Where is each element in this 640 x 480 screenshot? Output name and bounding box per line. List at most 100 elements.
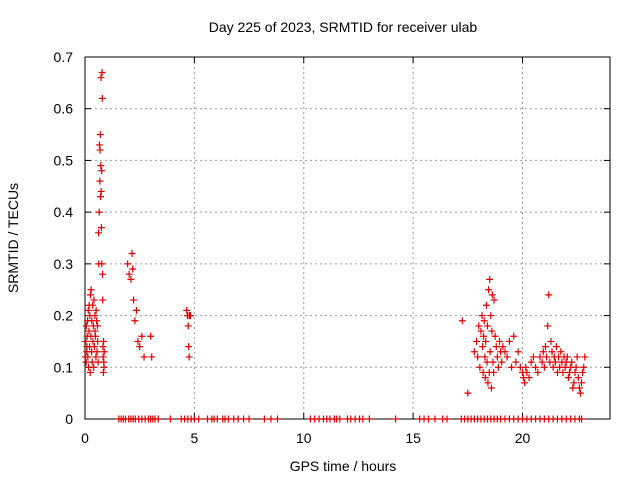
- data-point: [100, 363, 108, 371]
- data-point: [98, 167, 106, 175]
- data-point: [138, 332, 146, 340]
- data-point: [97, 224, 105, 232]
- data-point: [424, 415, 432, 423]
- data-point: [487, 312, 495, 320]
- data-point: [129, 265, 137, 273]
- data-point: [95, 208, 103, 216]
- data-point: [544, 322, 552, 330]
- data-point: [99, 270, 106, 278]
- data-point: [82, 358, 90, 366]
- x-tick-label: 0: [81, 430, 89, 446]
- data-point: [491, 332, 499, 340]
- y-tick-label: 0.2: [54, 308, 74, 324]
- data-point: [487, 384, 495, 392]
- data-point: [464, 389, 472, 397]
- x-tick-label: 15: [405, 430, 421, 446]
- data-point: [96, 131, 104, 139]
- x-tick-label: 20: [515, 430, 531, 446]
- data-point: [499, 343, 507, 351]
- data-point: [93, 317, 101, 325]
- data-point: [125, 270, 133, 278]
- data-point: [490, 296, 498, 304]
- data-point: [525, 374, 533, 382]
- data-point: [575, 384, 583, 392]
- data-point: [545, 291, 553, 299]
- data-point: [571, 368, 579, 376]
- data-point: [501, 348, 509, 356]
- data-point: [477, 327, 485, 335]
- data-point: [503, 353, 511, 361]
- data-point: [559, 368, 567, 376]
- y-tick-label: 0.6: [54, 101, 74, 117]
- data-point: [523, 368, 531, 376]
- data-point: [97, 74, 105, 82]
- data-point: [267, 415, 275, 423]
- data-point: [496, 337, 504, 345]
- data-point: [99, 368, 107, 376]
- data-point: [478, 312, 486, 320]
- data-point: [127, 275, 135, 283]
- y-tick-label: 0.4: [54, 204, 74, 220]
- data-point: [543, 353, 551, 361]
- data-point: [564, 374, 572, 382]
- data-point: [82, 337, 90, 345]
- data-point: [97, 162, 105, 170]
- data-point: [498, 358, 506, 366]
- data-point: [90, 363, 98, 371]
- data-point: [95, 229, 103, 237]
- chart-title: Day 225 of 2023, SRMTID for receiver ula…: [209, 19, 478, 35]
- data-point: [481, 374, 489, 382]
- data-point: [185, 353, 193, 361]
- data-point: [99, 343, 107, 351]
- data-point: [474, 353, 482, 361]
- data-point: [96, 177, 104, 185]
- data-point: [98, 260, 106, 268]
- data-point: [443, 415, 451, 423]
- y-tick-label: 0.5: [54, 152, 74, 168]
- data-point: [514, 348, 522, 356]
- data-point: [130, 296, 138, 304]
- data-point: [86, 291, 94, 299]
- data-point: [485, 286, 493, 294]
- data-point: [154, 415, 162, 423]
- data-point: [527, 358, 535, 366]
- data-point: [476, 363, 484, 371]
- y-tick-label: 0.1: [54, 359, 74, 375]
- data-point: [551, 358, 559, 366]
- data-point: [96, 146, 104, 154]
- data-point: [473, 337, 481, 345]
- data-point: [484, 379, 492, 387]
- data-point: [99, 353, 107, 361]
- data-point: [124, 260, 132, 268]
- data-point: [488, 291, 496, 299]
- data-point: [166, 415, 174, 423]
- data-point: [392, 415, 400, 423]
- data-point: [185, 343, 193, 351]
- data-point: [493, 353, 501, 361]
- data-point: [98, 94, 106, 102]
- data-point: [98, 69, 106, 77]
- data-point: [538, 358, 546, 366]
- data-point: [475, 322, 483, 330]
- y-axis-label: SRMTID / TECUs: [5, 183, 21, 293]
- data-point: [90, 296, 98, 304]
- data-point: [494, 363, 502, 371]
- data-point: [89, 301, 97, 309]
- data-point: [134, 337, 142, 345]
- data-point: [140, 353, 148, 361]
- data-point: [505, 337, 513, 345]
- data-point: [482, 301, 490, 309]
- data-point: [578, 415, 586, 423]
- data-point: [579, 368, 587, 376]
- data-point: [480, 332, 488, 340]
- data-point: [183, 306, 191, 314]
- data-point: [483, 358, 491, 366]
- data-point: [132, 306, 140, 314]
- data-point: [541, 343, 549, 351]
- data-point: [522, 363, 530, 371]
- data-point: [93, 322, 101, 330]
- data-point: [486, 275, 494, 283]
- data-point: [458, 317, 466, 325]
- data-point: [148, 353, 156, 361]
- data-point: [482, 337, 490, 345]
